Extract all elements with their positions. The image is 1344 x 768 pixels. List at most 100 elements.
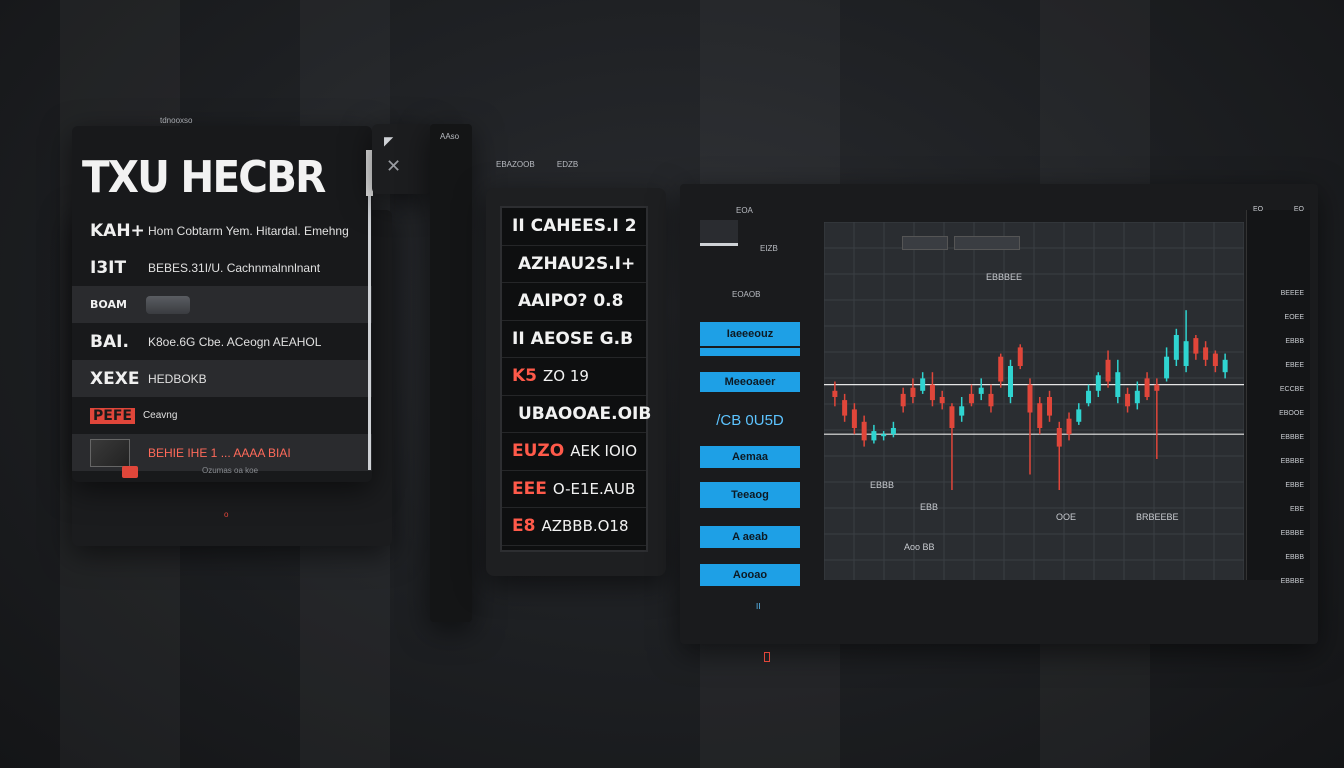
- candle-body[interactable]: [1144, 378, 1150, 397]
- price-row[interactable]: II AEOSE G.B: [502, 321, 646, 358]
- price-row[interactable]: AZHAU2S.I+: [502, 246, 646, 283]
- price-value: ZO 19: [543, 367, 589, 386]
- candle-body[interactable]: [1007, 366, 1013, 397]
- candle-body[interactable]: [1222, 359, 1228, 373]
- sidebar-button[interactable]: A aeab: [700, 526, 800, 548]
- candle-body[interactable]: [1183, 341, 1189, 366]
- sidebar-button[interactable]: Aooao: [700, 564, 800, 586]
- price-axis-label: EBBE: [1285, 482, 1304, 489]
- candle-body[interactable]: [910, 387, 916, 397]
- candlestick-chart: [824, 222, 1244, 580]
- watchlist-scrollbar[interactable]: [368, 152, 371, 470]
- candle-body[interactable]: [1017, 347, 1023, 366]
- watchlist-title: TXU HECBR: [82, 152, 326, 203]
- candle-body[interactable]: [939, 397, 945, 404]
- candle-body[interactable]: [1173, 335, 1179, 360]
- watchlist-row[interactable]: XEXE HEDBOKB: [72, 360, 372, 397]
- toggle-pill[interactable]: [146, 295, 190, 314]
- candle-body[interactable]: [1212, 353, 1218, 366]
- right-head: EO: [1293, 206, 1304, 213]
- price-row[interactable]: II CAHEES.I 2: [502, 208, 646, 246]
- price-row[interactable]: EUZO AEK IOIO: [502, 433, 646, 471]
- candle-body[interactable]: [929, 384, 935, 401]
- candle-body[interactable]: [1047, 397, 1053, 416]
- watchlist-row[interactable]: KAH+ Hom Cobtarm Yem. Hitardal. Emehng: [72, 212, 372, 249]
- sidebar-button[interactable]: Aemaa: [700, 446, 800, 468]
- tab-label: EIZB: [760, 244, 778, 253]
- watchlist-rows: KAH+ Hom Cobtarm Yem. Hitardal. Emehng I…: [72, 212, 372, 471]
- pricelist-table: II CAHEES.I 2 AZHAU2S.I+ AAIPO? 0.8 II AEOSE …: [500, 206, 651, 552]
- candle-body[interactable]: [1105, 359, 1111, 382]
- candle-body[interactable]: [842, 400, 848, 416]
- sidebar-link[interactable]: /CB 0U5D: [716, 411, 784, 429]
- tab-indicator[interactable]: [700, 220, 738, 246]
- watchlist-row[interactable]: BEHIE IHE 1 ... AAAA BIAI: [72, 434, 372, 471]
- watchlist-row[interactable]: BOAM: [72, 286, 372, 323]
- watchlist-symbol: BOAM: [90, 298, 127, 311]
- candle-body[interactable]: [1037, 403, 1043, 428]
- price-symbol: II: [512, 216, 525, 237]
- candle-body[interactable]: [920, 378, 926, 391]
- price-axis-label: EBEE: [1285, 362, 1304, 369]
- chart-tab[interactable]: [954, 236, 1020, 250]
- chart-annotation: EBB: [920, 502, 939, 512]
- candle-body[interactable]: [978, 387, 984, 394]
- candle-body[interactable]: [900, 393, 906, 407]
- side-strip: ✕ ◤: [372, 124, 432, 194]
- price-row[interactable]: EEE O-E1E.AUB: [502, 471, 646, 508]
- price-row[interactable]: K5 ZO 19: [502, 358, 646, 396]
- candle-body[interactable]: [1095, 375, 1101, 391]
- arrow-icon[interactable]: ◤: [384, 134, 394, 148]
- candle-body[interactable]: [832, 390, 838, 397]
- candle-body[interactable]: [881, 434, 887, 437]
- candle-body[interactable]: [1134, 390, 1140, 404]
- candle-body[interactable]: [1115, 372, 1121, 397]
- sidebar-button[interactable]: Meeoaeer: [700, 372, 800, 392]
- sidebar-button[interactable]: Teeaog: [700, 482, 800, 508]
- candle-body[interactable]: [1066, 418, 1072, 435]
- price-row[interactable]: E8 AZBBB.O18: [502, 508, 646, 546]
- price-axis-label: EBOOE: [1279, 410, 1304, 417]
- candle-body[interactable]: [1056, 428, 1062, 447]
- candle-body[interactable]: [998, 356, 1004, 382]
- watchlist-desc: BEHIE IHE 1 ... AAAA BIAI: [148, 445, 291, 460]
- candle-body[interactable]: [1125, 393, 1131, 407]
- pricelist-header: EBAZOOB EDZB: [496, 160, 578, 169]
- play-icon[interactable]: [122, 466, 138, 478]
- candle-body[interactable]: [890, 428, 896, 435]
- price-row[interactable]: UBAOOAE.OIB: [502, 396, 651, 433]
- price-value: UBAOOAE.OIB: [518, 403, 652, 424]
- candle-body[interactable]: [1027, 384, 1033, 413]
- close-icon[interactable]: ✕: [386, 156, 402, 176]
- candle-body[interactable]: [1086, 390, 1092, 404]
- side-header: EOAOB: [732, 290, 761, 299]
- watchlist-symbol: KAH+: [90, 220, 145, 241]
- candle-body[interactable]: [861, 421, 867, 441]
- candle-body[interactable]: [1203, 347, 1209, 360]
- thumbnail-icon: [90, 438, 130, 467]
- candle-body[interactable]: [949, 406, 955, 428]
- candle-body[interactable]: [1193, 338, 1199, 354]
- price-row[interactable]: AAIPO? 0.8: [502, 283, 646, 321]
- watchlist-row[interactable]: BAI. K8oe.6G Cbe. ACeogn AEAHOL: [72, 323, 372, 360]
- candle-body[interactable]: [988, 393, 994, 407]
- watchlist-row[interactable]: PEFE Ceavng: [72, 397, 372, 434]
- candle-body[interactable]: [1154, 384, 1160, 391]
- price-symbol: K5: [512, 366, 538, 387]
- chart-tab[interactable]: [902, 236, 948, 250]
- sidebar-button[interactable]: [700, 348, 800, 356]
- price-axis-label: EBBB: [1285, 338, 1304, 345]
- price-axis-label: BEEEE: [1280, 290, 1304, 297]
- price-symbol: EUZO: [512, 441, 565, 462]
- sidebar-button[interactable]: Iaeeeouz: [700, 322, 800, 346]
- watchlist-row[interactable]: I3IT BEBES.31I/U. Cachnmalnnlnant: [72, 249, 372, 286]
- candle-body[interactable]: [871, 431, 877, 441]
- candle-body[interactable]: [851, 409, 857, 428]
- chart-area: EBBBEE EBBB EBB BRBEEBE OOE Aoo BB: [824, 222, 1244, 580]
- watchlist-symbol: XEXE: [90, 368, 140, 389]
- candle-body[interactable]: [1076, 409, 1082, 422]
- candle-body[interactable]: [1164, 356, 1170, 379]
- candle-body[interactable]: [968, 393, 974, 404]
- watchlist-scroll-thumb[interactable]: [366, 150, 373, 196]
- candle-body[interactable]: [959, 406, 965, 416]
